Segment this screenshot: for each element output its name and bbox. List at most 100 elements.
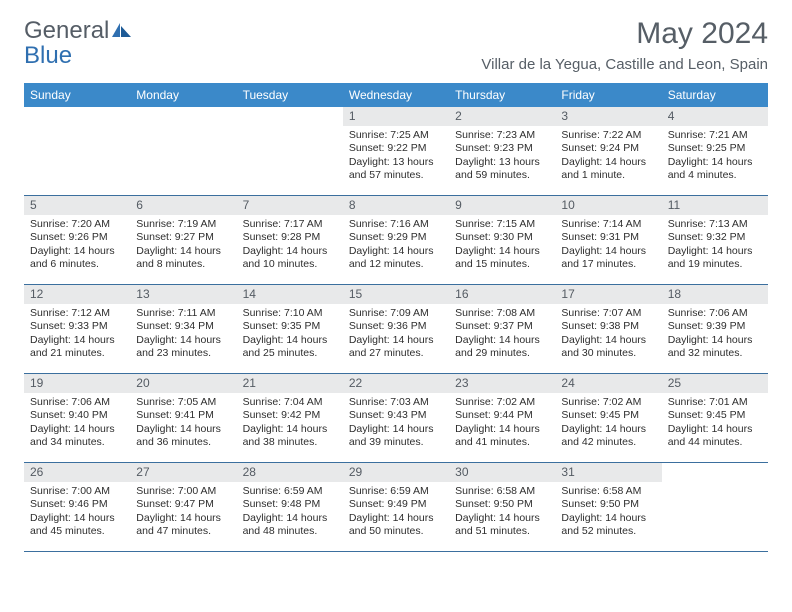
sunset-text: Sunset: 9:29 PM	[349, 231, 443, 244]
daylight-text: Daylight: 14 hours and 8 minutes.	[136, 245, 230, 272]
sunrise-text: Sunrise: 7:12 AM	[30, 307, 124, 320]
daylight-text: Daylight: 14 hours and 32 minutes.	[668, 334, 762, 361]
daylight-text: Daylight: 14 hours and 30 minutes.	[561, 334, 655, 361]
sunset-text: Sunset: 9:32 PM	[668, 231, 762, 244]
daylight-text: Daylight: 14 hours and 47 minutes.	[136, 512, 230, 539]
day-cell: 15 Sunrise: 7:09 AMSunset: 9:36 PMDayligh…	[343, 285, 449, 373]
sunrise-text: Sunrise: 7:06 AM	[668, 307, 762, 320]
sunrise-text: Sunrise: 6:59 AM	[243, 485, 337, 498]
weekday-label: Sunday	[24, 83, 130, 107]
sunrise-text: Sunrise: 7:09 AM	[349, 307, 443, 320]
brand-logo: GeneralBlue	[24, 18, 134, 68]
day-cell: 3Sunrise: 7:22 AMSunset: 9:24 PMDaylight…	[555, 107, 661, 195]
brand-part1: General	[24, 17, 109, 44]
day-cell: 18Sunrise: 7:06 AMSunset: 9:39 PMDayligh…	[662, 285, 768, 373]
daylight-text: Daylight: 14 hours and 41 minutes.	[455, 423, 549, 450]
daylight-text: Daylight: 14 hours and 1 minute.	[561, 156, 655, 183]
day-cell: 4Sunrise: 7:21 AMSunset: 9:25 PMDaylight…	[662, 107, 768, 195]
daylight-text: Daylight: 14 hours and 10 minutes.	[243, 245, 337, 272]
daylight-text: Daylight: 14 hours and 36 minutes.	[136, 423, 230, 450]
daylight-text: Daylight: 14 hours and 39 minutes.	[349, 423, 443, 450]
sunset-text: Sunset: 9:44 PM	[455, 409, 549, 422]
weekday-label: Saturday	[662, 83, 768, 107]
sunrise-text: Sunrise: 7:04 AM	[243, 396, 337, 409]
week-row: 1Sunrise: 7:25 AMSunset: 9:22 PMDaylight…	[24, 107, 768, 196]
day-number: 31	[555, 463, 661, 482]
week-row: 19Sunrise: 7:06 AMSunset: 9:40 PMDayligh…	[24, 374, 768, 463]
sunset-text: Sunset: 9:31 PM	[561, 231, 655, 244]
sunrise-text: Sunrise: 7:13 AM	[668, 218, 762, 231]
day-cell	[130, 107, 236, 195]
day-number: 13	[130, 285, 236, 304]
day-cell: 1Sunrise: 7:25 AMSunset: 9:22 PMDaylight…	[343, 107, 449, 195]
day-number: 17	[555, 285, 661, 304]
sunset-text: Sunset: 9:26 PM	[30, 231, 124, 244]
sunset-text: Sunset: 9:34 PM	[136, 320, 230, 333]
sunrise-text: Sunrise: 6:58 AM	[561, 485, 655, 498]
sunset-text: Sunset: 9:23 PM	[455, 142, 549, 155]
sunrise-text: Sunrise: 6:58 AM	[455, 485, 549, 498]
daylight-text: Daylight: 14 hours and 38 minutes.	[243, 423, 337, 450]
day-number: 8	[343, 196, 449, 215]
day-number: 22	[343, 374, 449, 393]
sunrise-text: Sunrise: 7:15 AM	[455, 218, 549, 231]
daylight-text: Daylight: 14 hours and 25 minutes.	[243, 334, 337, 361]
day-cell: 29Sunrise: 6:59 AMSunset: 9:49 PMDayligh…	[343, 463, 449, 551]
sunset-text: Sunset: 9:47 PM	[136, 498, 230, 511]
weekday-label: Thursday	[449, 83, 555, 107]
week-row: 26Sunrise: 7:00 AMSunset: 9:46 PMDayligh…	[24, 463, 768, 552]
day-cell: 20Sunrise: 7:05 AMSunset: 9:41 PMDayligh…	[130, 374, 236, 462]
sunset-text: Sunset: 9:50 PM	[455, 498, 549, 511]
day-cell: 8 Sunrise: 7:16 AMSunset: 9:29 PMDaylight…	[343, 196, 449, 284]
day-number: 27	[130, 463, 236, 482]
day-number: 23	[449, 374, 555, 393]
day-cell: 10Sunrise: 7:14 AMSunset: 9:31 PMDayligh…	[555, 196, 661, 284]
sunrise-text: Sunrise: 7:21 AM	[668, 129, 762, 142]
day-number: 18	[662, 285, 768, 304]
weeks-container: 1Sunrise: 7:25 AMSunset: 9:22 PMDaylight…	[24, 107, 768, 552]
sunrise-text: Sunrise: 7:08 AM	[455, 307, 549, 320]
daylight-text: Daylight: 14 hours and 29 minutes.	[455, 334, 549, 361]
day-number: 26	[24, 463, 130, 482]
day-cell: 7Sunrise: 7:17 AMSunset: 9:28 PMDaylight…	[237, 196, 343, 284]
sunrise-text: Sunrise: 7:11 AM	[136, 307, 230, 320]
day-number: 15	[343, 285, 449, 304]
day-cell: 27Sunrise: 7:00 AMSunset: 9:47 PMDayligh…	[130, 463, 236, 551]
daylight-text: Daylight: 14 hours and 27 minutes.	[349, 334, 443, 361]
day-number: 3	[555, 107, 661, 126]
sunset-text: Sunset: 9:28 PM	[243, 231, 337, 244]
sunset-text: Sunset: 9:27 PM	[136, 231, 230, 244]
sunset-text: Sunset: 9:46 PM	[30, 498, 124, 511]
day-cell: 25Sunrise: 7:01 AMSunset: 9:45 PMDayligh…	[662, 374, 768, 462]
daylight-text: Daylight: 14 hours and 15 minutes.	[455, 245, 549, 272]
sunset-text: Sunset: 9:30 PM	[455, 231, 549, 244]
day-cell: 2Sunrise: 7:23 AMSunset: 9:23 PMDaylight…	[449, 107, 555, 195]
day-cell: 11Sunrise: 7:13 AMSunset: 9:32 PMDayligh…	[662, 196, 768, 284]
daylight-text: Daylight: 13 hours and 59 minutes.	[455, 156, 549, 183]
sunrise-text: Sunrise: 7:02 AM	[561, 396, 655, 409]
day-number: 1	[343, 107, 449, 126]
sunrise-text: Sunrise: 7:19 AM	[136, 218, 230, 231]
daylight-text: Daylight: 14 hours and 45 minutes.	[30, 512, 124, 539]
daylight-text: Daylight: 14 hours and 19 minutes.	[668, 245, 762, 272]
daylight-text: Daylight: 14 hours and 42 minutes.	[561, 423, 655, 450]
daylight-text: Daylight: 14 hours and 23 minutes.	[136, 334, 230, 361]
day-number: 12	[24, 285, 130, 304]
sunrise-text: Sunrise: 7:16 AM	[349, 218, 443, 231]
week-row: 5Sunrise: 7:20 AMSunset: 9:26 PMDaylight…	[24, 196, 768, 285]
daylight-text: Daylight: 14 hours and 50 minutes.	[349, 512, 443, 539]
sunset-text: Sunset: 9:48 PM	[243, 498, 337, 511]
day-cell: 9 Sunrise: 7:15 AMSunset: 9:30 PMDaylight…	[449, 196, 555, 284]
daylight-text: Daylight: 14 hours and 4 minutes.	[668, 156, 762, 183]
day-cell: 31Sunrise: 6:58 AMSunset: 9:50 PMDayligh…	[555, 463, 661, 551]
sunset-text: Sunset: 9:38 PM	[561, 320, 655, 333]
day-cell: 26Sunrise: 7:00 AMSunset: 9:46 PMDayligh…	[24, 463, 130, 551]
day-number: 16	[449, 285, 555, 304]
sunset-text: Sunset: 9:36 PM	[349, 320, 443, 333]
daylight-text: Daylight: 13 hours and 57 minutes.	[349, 156, 443, 183]
day-number: 9	[449, 196, 555, 215]
daylight-text: Daylight: 14 hours and 12 minutes.	[349, 245, 443, 272]
daylight-text: Daylight: 14 hours and 6 minutes.	[30, 245, 124, 272]
sunrise-text: Sunrise: 7:14 AM	[561, 218, 655, 231]
sunrise-text: Sunrise: 7:10 AM	[243, 307, 337, 320]
